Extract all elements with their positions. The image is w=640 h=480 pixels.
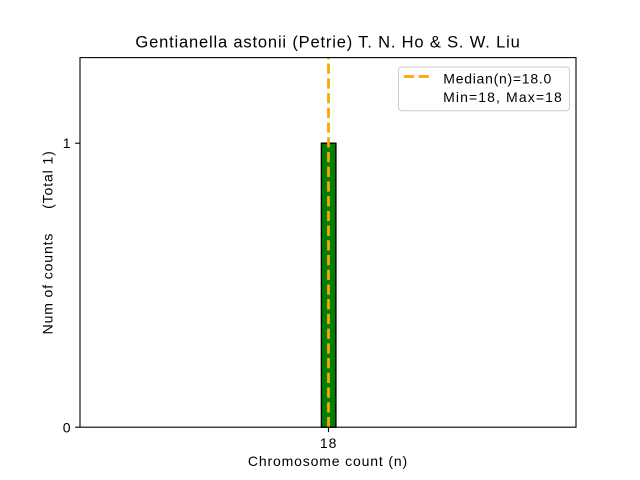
- svg-text:Median(n)=18.0: Median(n)=18.0: [443, 71, 552, 87]
- svg-text:Gentianella astonii (Petrie) T: Gentianella astonii (Petrie) T. N. Ho & …: [135, 34, 520, 52]
- svg-text:0: 0: [63, 419, 71, 435]
- svg-text:Num of counts (Total 1): Num of counts (Total 1): [40, 150, 56, 334]
- svg-text:Chromosome count (n): Chromosome count (n): [248, 453, 408, 469]
- svg-text:1: 1: [63, 135, 71, 151]
- svg-text:Min=18, Max=18: Min=18, Max=18: [443, 89, 563, 105]
- svg-text:18: 18: [320, 435, 338, 451]
